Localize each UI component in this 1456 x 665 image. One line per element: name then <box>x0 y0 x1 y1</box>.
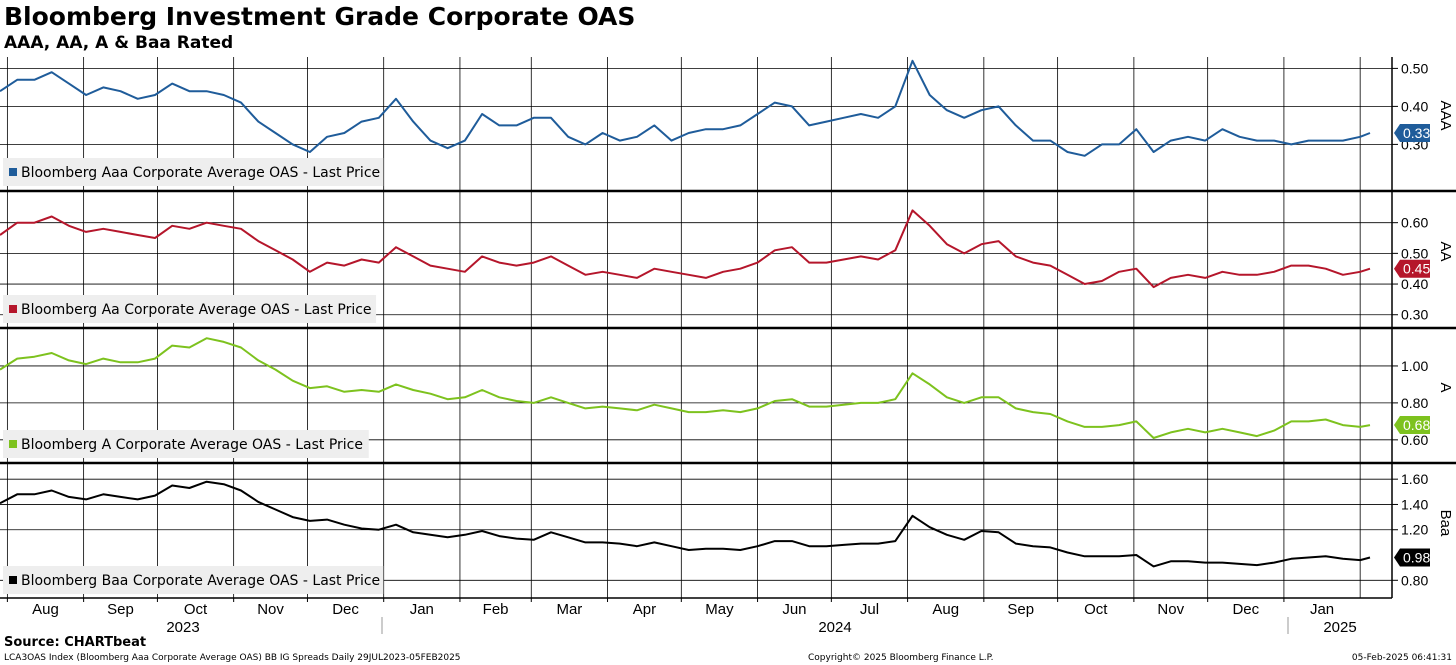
y-tick-label: 1.00 <box>1401 358 1428 374</box>
x-tick-label: Aug <box>932 601 959 618</box>
source-note: Source: CHARTbeat <box>4 635 147 650</box>
legend-swatch <box>9 305 17 313</box>
series-line-aa <box>0 209 1371 289</box>
x-year-label: 2025 <box>1323 619 1356 636</box>
y-axis-title: AA <box>1437 241 1454 261</box>
y-tick-label: 1.60 <box>1401 471 1428 487</box>
x-tick-label: Mar <box>556 601 582 618</box>
chart-title: Bloomberg Investment Grade Corporate OAS <box>4 2 636 31</box>
x-tick-label: Dec <box>332 601 359 618</box>
legend-box <box>3 158 384 186</box>
last-value-label: 0.33 <box>1403 125 1430 141</box>
x-tick-label: Jan <box>1310 601 1334 618</box>
x-tick-label: Dec <box>1232 601 1259 618</box>
timestamp: 05-Feb-2025 06:41:31 <box>1351 653 1452 663</box>
last-value-flag <box>1394 259 1430 278</box>
series-line-baa <box>0 480 1371 568</box>
y-tick-label: 0.30 <box>1401 307 1428 323</box>
y-axis-title: Baa <box>1437 510 1454 537</box>
y-tick-label: 1.40 <box>1401 496 1428 512</box>
last-value-label: 0.98 <box>1403 550 1430 566</box>
x-tick-label: Aug <box>32 601 59 618</box>
last-value-flag <box>1394 124 1430 142</box>
legend-box <box>3 430 369 458</box>
x-tick-label: Jan <box>410 601 434 618</box>
legend-swatch <box>9 168 17 176</box>
y-tick-label: 0.50 <box>1401 60 1428 76</box>
x-tick-label: Sep <box>107 601 134 618</box>
x-tick-label: Nov <box>1157 601 1184 618</box>
legend-box <box>3 295 377 323</box>
series-line-a <box>0 337 1371 439</box>
x-tick-label: Oct <box>1084 601 1108 618</box>
y-axis-title: A <box>1437 382 1454 392</box>
last-value-label: 0.68 <box>1403 417 1430 433</box>
x-tick-label: Apr <box>633 601 656 618</box>
y-tick-label: 0.40 <box>1401 276 1428 292</box>
x-tick-label: May <box>705 601 734 618</box>
legend-label: Bloomberg Baa Corporate Average OAS - La… <box>21 573 380 589</box>
legend-label: Bloomberg Aa Corporate Average OAS - Las… <box>21 302 372 318</box>
copyright-note: Copyright© 2025 Bloomberg Finance L.P. <box>808 653 994 663</box>
index-info: LCA3OAS Index (Bloomberg Aaa Corporate A… <box>4 653 461 663</box>
x-year-label: 2024 <box>818 619 851 636</box>
y-tick-label: 0.60 <box>1401 432 1428 448</box>
x-tick-label: Sep <box>1007 601 1034 618</box>
x-tick-label: Nov <box>257 601 284 618</box>
legend-swatch <box>9 440 17 448</box>
y-tick-label: 0.50 <box>1401 245 1428 261</box>
legend-swatch <box>9 576 17 584</box>
legend-label: Bloomberg Aaa Corporate Average OAS - La… <box>21 165 380 181</box>
chart-subtitle: AAA, AA, A & Baa Rated <box>4 33 234 53</box>
legend-label: Bloomberg A Corporate Average OAS - Last… <box>21 437 363 453</box>
last-value-flag <box>1394 548 1430 567</box>
y-tick-label: 0.60 <box>1401 215 1428 231</box>
x-tick-label: Oct <box>184 601 208 618</box>
last-value-label: 0.45 <box>1403 261 1430 277</box>
legend-box <box>3 566 384 594</box>
y-tick-label: 0.40 <box>1401 98 1428 114</box>
series-line-aaa <box>0 59 1371 157</box>
y-tick-label: 1.20 <box>1401 522 1428 538</box>
y-axis-title: AAA <box>1437 100 1454 130</box>
x-tick-label: Feb <box>483 601 509 618</box>
last-value-flag <box>1394 416 1430 435</box>
y-tick-label: 0.80 <box>1401 395 1428 411</box>
y-tick-label: 0.80 <box>1401 572 1428 588</box>
x-tick-label: Jul <box>860 601 879 618</box>
x-tick-label: Jun <box>782 601 806 618</box>
x-year-label: 2023 <box>166 619 199 636</box>
